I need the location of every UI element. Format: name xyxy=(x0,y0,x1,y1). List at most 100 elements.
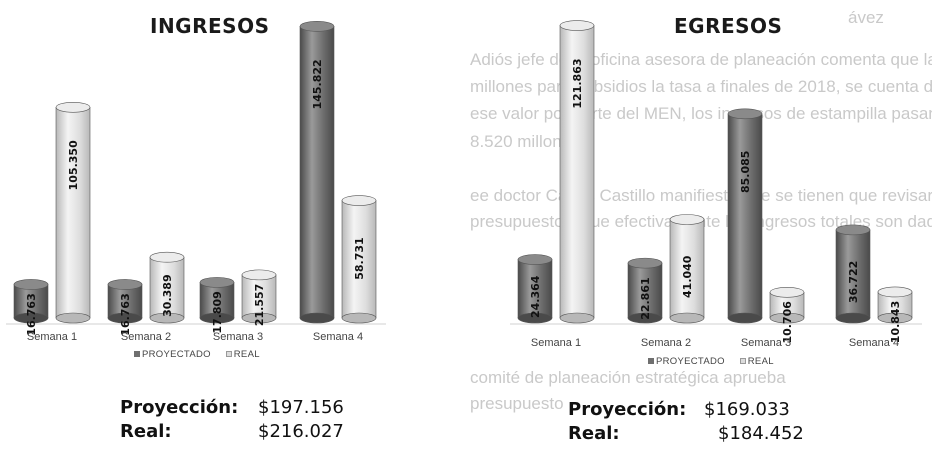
bar-value-label: 145.822 xyxy=(311,59,324,109)
category-label: Semana 2 xyxy=(641,337,691,349)
bar-base xyxy=(149,312,185,324)
bar-body xyxy=(727,113,763,319)
bar-top xyxy=(769,287,805,298)
bar-base xyxy=(299,312,335,324)
bar-real-semana-3: 21.557 xyxy=(241,269,277,326)
bar-base xyxy=(627,312,663,324)
category-label: Semana 4 xyxy=(313,331,363,343)
ingresos-legend: PROYECTADO REAL xyxy=(134,349,272,360)
bar-base xyxy=(517,312,553,324)
legend-item-proyectado: PROYECTADO xyxy=(648,356,725,367)
bar-top xyxy=(13,279,49,290)
bar-top xyxy=(877,286,913,298)
category-label: Semana 3 xyxy=(213,331,263,343)
bar-top xyxy=(149,251,185,263)
egresos-legend: PROYECTADO REAL xyxy=(648,356,786,367)
bar-value-label: 58.731 xyxy=(353,237,366,279)
bar-value-label: 17.809 xyxy=(211,291,224,333)
bar-top xyxy=(517,254,553,265)
bar-base xyxy=(107,312,143,324)
projection-value: $169.033 xyxy=(704,399,790,420)
egresos-chart: 24.364 121.863 Semana 1 22.861 41.040 Semana … xyxy=(510,20,922,349)
bar-body xyxy=(55,107,91,319)
bar-real-semana-2: 30.389 xyxy=(149,251,185,324)
bar-real-semana-4: 10.843 xyxy=(877,286,913,343)
bar-top xyxy=(55,102,91,113)
category-label: Semana 3 xyxy=(741,337,791,349)
bar-body xyxy=(559,25,595,319)
bar-top xyxy=(107,279,143,290)
bar-proyectado-semana-2: 22.861 xyxy=(627,257,663,324)
bar-body xyxy=(241,274,277,319)
bar-top xyxy=(669,214,705,225)
bar-value-label: 10.843 xyxy=(889,301,902,343)
bar-proyectado-semana-2: 16.763 xyxy=(107,279,143,336)
projection-label: Proyección: xyxy=(120,397,239,418)
bar-real-semana-2: 41.040 xyxy=(669,214,705,324)
bar-real-semana-1: 121.863 xyxy=(559,20,595,324)
bar-top xyxy=(199,277,235,288)
bar-real-semana-1: 105.350 xyxy=(55,102,91,324)
category-label: Semana 1 xyxy=(531,337,581,349)
legend-swatch-proyectado xyxy=(648,358,654,365)
bg-line: presupuesto xyxy=(470,394,564,413)
bar-base xyxy=(199,312,235,324)
bar-base xyxy=(241,312,277,324)
bar-value-label: 30.389 xyxy=(161,274,174,316)
bar-top xyxy=(727,108,763,120)
egresos-projection-row: Proyección: $169.033 xyxy=(568,398,790,422)
bar-proyectado-semana-4: 36.722 xyxy=(835,224,871,324)
legend-swatch-real xyxy=(739,358,746,365)
bar-value-label: 121.863 xyxy=(571,58,584,108)
bg-line: ávez xyxy=(848,8,884,27)
bar-top xyxy=(299,21,335,32)
bar-proyectado-semana-1: 24.364 xyxy=(517,254,553,324)
egresos-chart-title: EGRESOS xyxy=(674,14,783,38)
bar-top xyxy=(835,224,871,236)
egresos-real-row: Real: $184.452 xyxy=(568,422,804,446)
bar-value-label: 22.861 xyxy=(639,277,652,319)
bar-base xyxy=(835,312,871,324)
bar-base xyxy=(55,312,91,324)
ingresos-chart-title: INGRESOS xyxy=(150,14,270,38)
real-label: Real: xyxy=(568,423,620,444)
bar-real-semana-4: 58.731 xyxy=(341,195,377,324)
legend-item-real: REAL xyxy=(225,349,260,360)
legend-swatch-real xyxy=(225,351,232,358)
category-label: Semana 4 xyxy=(849,337,899,349)
bar-body xyxy=(341,200,377,319)
category-label: Semana 2 xyxy=(121,331,171,343)
egresos-summary: Proyección: $169.033 Real: $184.452 xyxy=(568,398,804,446)
bar-value-label: 21.557 xyxy=(253,284,266,326)
egresos-panel: EGRESOS 24.364 121.863 Semana 1 22.861 41.04… xyxy=(466,0,932,450)
bar-value-label: 24.364 xyxy=(529,275,542,318)
bar-body xyxy=(669,219,705,319)
bar-base xyxy=(13,312,49,324)
bar-top xyxy=(627,257,663,269)
real-label: Real: xyxy=(120,421,172,442)
bar-value-label: 16.763 xyxy=(119,293,132,335)
bar-value-label: 10.706 xyxy=(781,301,794,344)
bg-line: 8.520 millones. xyxy=(470,132,585,151)
real-value: $216.027 xyxy=(258,421,344,442)
ingresos-panel: INGRESOS 16.763 105.350 Semana 1 16.763 30.3… xyxy=(0,0,440,450)
bar-base xyxy=(877,312,913,324)
bar-value-label: 16.763 xyxy=(25,293,38,335)
bg-line: comité de planeación estratégica aprueba xyxy=(470,368,786,387)
bar-base xyxy=(559,312,595,324)
projection-value: $197.156 xyxy=(258,397,344,418)
bar-value-label: 105.350 xyxy=(67,140,80,190)
legend-swatch-proyectado xyxy=(134,351,140,358)
ingresos-projection-row: Proyección: $197.156 xyxy=(120,396,344,420)
bar-real-semana-3: 10.706 xyxy=(769,287,805,344)
ingresos-real-row: Real: $216.027 xyxy=(120,420,344,444)
projection-label: Proyección: xyxy=(568,399,687,420)
bar-value-label: 85.085 xyxy=(739,151,752,193)
bar-proyectado-semana-4: 145.822 xyxy=(299,21,335,324)
bar-base xyxy=(669,312,705,324)
bar-base xyxy=(769,312,805,324)
ingresos-summary: Proyección: $197.156 Real: $216.027 xyxy=(120,396,344,444)
bar-proyectado-semana-3: 85.085 xyxy=(727,108,763,324)
bar-top xyxy=(559,20,595,31)
